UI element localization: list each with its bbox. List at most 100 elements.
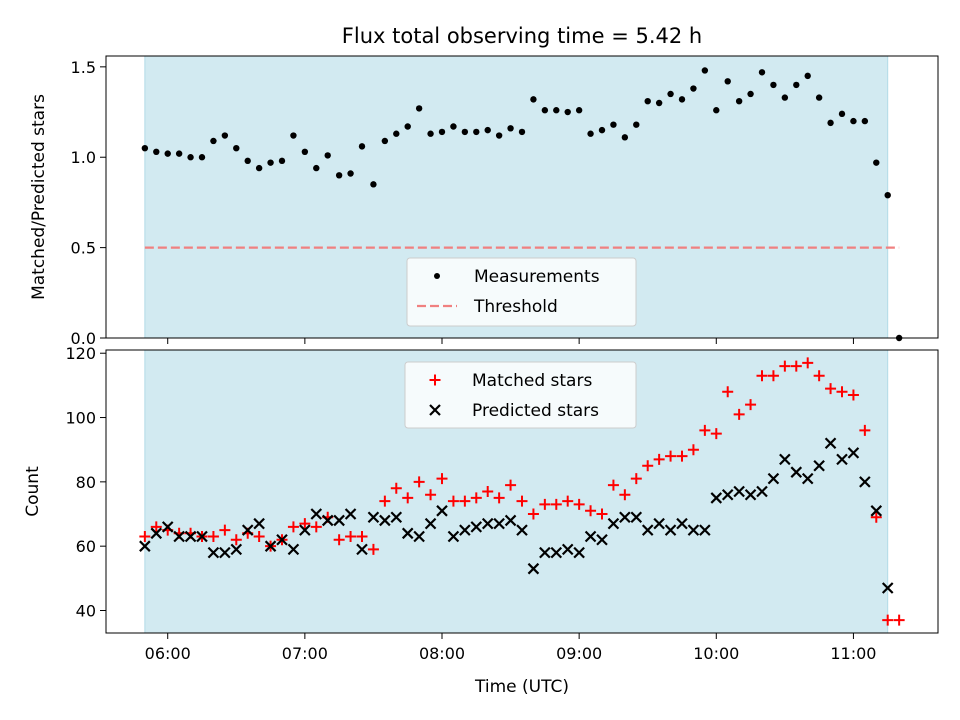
predicted-star-point: [493, 517, 505, 530]
measurement-point: [713, 107, 720, 114]
predicted-star-point: [333, 514, 345, 527]
matched-star-point: [379, 495, 391, 507]
measurement-point: [438, 128, 446, 136]
measurement-point: [347, 170, 354, 177]
measurement-point: [598, 126, 606, 134]
measurement-point: [655, 99, 663, 107]
predicted-star-point: [401, 527, 414, 540]
predicted-star-point: [687, 524, 700, 536]
y-tick-label: 1.5: [71, 58, 96, 77]
y-tick-label: 40: [76, 601, 96, 620]
matched-star-point: [230, 534, 242, 546]
matched-star-point: [413, 476, 425, 488]
measurement-point: [290, 132, 297, 139]
predicted-star-point: [173, 530, 185, 543]
measurement-point: [873, 159, 880, 166]
measurement-point: [255, 164, 263, 172]
matched-star-point: [356, 531, 368, 543]
predicted-star-point: [139, 540, 151, 552]
matched-star-point: [836, 386, 848, 398]
predicted-star-point: [847, 447, 860, 459]
measurement-point: [815, 94, 823, 101]
measurement-point: [187, 154, 194, 161]
matched-star-point: [310, 521, 322, 533]
matched-star-point: [402, 492, 414, 504]
matched-star-point: [219, 524, 231, 536]
predicted-star-point: [744, 488, 757, 501]
measurement-point: [404, 123, 411, 130]
predicted-star-point: [287, 543, 300, 556]
measurement-point: [838, 110, 846, 118]
measurement-point: [313, 164, 320, 172]
matched-star-point: [493, 492, 505, 504]
matched-star-point: [665, 450, 677, 462]
legend-label: Matched stars: [472, 371, 592, 391]
matched-star-point: [527, 508, 539, 520]
measurement-point: [335, 172, 343, 179]
y-tick-label: 0.5: [71, 239, 96, 258]
legend-label: Measurements: [474, 267, 600, 287]
measurement-point: [644, 97, 651, 105]
predicted-star-point: [504, 514, 517, 527]
matched-star-point: [687, 444, 699, 456]
measurement-point: [610, 121, 617, 128]
y-tick-label: 100: [65, 409, 96, 428]
predicted-star-point: [230, 543, 243, 556]
predicted-star-point: [813, 459, 825, 472]
predicted-star-point: [630, 511, 643, 524]
predicted-star-point: [219, 546, 231, 559]
measurement-point: [564, 108, 571, 116]
y-tick-label: 120: [65, 344, 96, 363]
measurement-point: [541, 107, 549, 114]
predicted-star-point: [447, 530, 460, 543]
predicted-star-point: [859, 476, 871, 488]
measurement-point: [758, 69, 766, 76]
predicted-star-point: [676, 517, 688, 530]
matched-star-point: [756, 370, 768, 382]
top-panel-y-label: Matched/Predicted stars: [29, 94, 49, 300]
measurement-point: [633, 121, 640, 128]
predicted-star-point: [321, 514, 334, 527]
matched-star-point: [550, 498, 562, 510]
measurement-point: [324, 152, 331, 159]
measurement-point: [153, 148, 160, 156]
x-tick-label: 09:00: [556, 644, 602, 663]
predicted-star-point: [367, 511, 380, 524]
matched-star-point: [893, 614, 905, 626]
measurement-point: [301, 148, 309, 156]
matched-star-point: [642, 460, 654, 472]
matched-star-point: [345, 531, 357, 543]
y-tick-label: 60: [76, 537, 96, 556]
matched-star-point: [813, 370, 825, 382]
matched-star-point: [299, 518, 311, 530]
matched-star-point: [436, 473, 448, 485]
predicted-star-point: [664, 524, 677, 536]
matched-star-point: [516, 495, 528, 507]
predicted-star-point: [607, 517, 620, 530]
measurement-point: [381, 137, 389, 145]
predicted-star-point: [836, 453, 848, 466]
measurement-point: [244, 157, 251, 165]
measurement-point: [484, 126, 491, 134]
measurement-point: [884, 191, 891, 199]
top-panel-legend: Measurements Threshold: [406, 257, 637, 327]
measurement-point: [678, 96, 686, 103]
measurement-point: [210, 137, 217, 145]
y-tick-label: 80: [76, 473, 96, 492]
matched-star-point: [870, 511, 882, 523]
measurement-point: [495, 132, 503, 139]
x-tick-label: 10:00: [693, 644, 739, 663]
predicted-star-point: [196, 530, 208, 543]
measurement-point: [358, 143, 366, 150]
predicted-star-point: [207, 546, 220, 559]
matched-star-point: [253, 531, 265, 543]
matched-star-point: [562, 495, 574, 507]
matched-star-point: [745, 399, 757, 411]
measurement-point: [861, 117, 869, 125]
y-tick-label: 0.0: [71, 329, 96, 348]
matched-star-point: [825, 383, 837, 395]
measurement-point: [518, 128, 526, 136]
predicted-star-point: [824, 437, 837, 450]
bottom-panel-y-ticks: 40 60 80 100 120: [65, 344, 106, 620]
predicted-star-point: [653, 517, 665, 530]
